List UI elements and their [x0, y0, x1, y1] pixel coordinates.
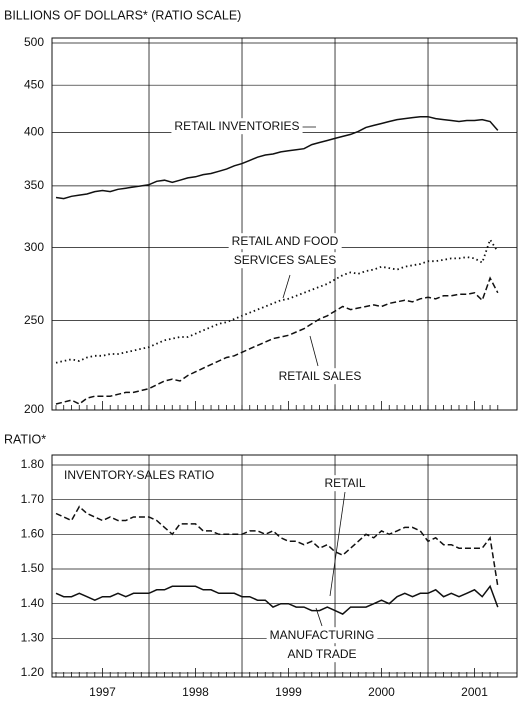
x-tick-label: 2000	[368, 685, 395, 699]
annotation-bg	[275, 368, 365, 385]
y-tick-label: 350	[24, 178, 44, 192]
leader-line	[282, 274, 291, 299]
y-tick-label: 1.40	[21, 596, 45, 610]
leader-line	[329, 491, 346, 597]
annotation: RETAIL INVENTORIES	[174, 119, 299, 133]
x-tick-label: 1997	[89, 685, 116, 699]
leader-line	[309, 335, 319, 367]
annotation: MANUFACTURING	[270, 628, 375, 642]
series-line	[55, 276, 499, 405]
x-tick-label: 1999	[275, 685, 302, 699]
annotation: RETAIL	[324, 476, 365, 490]
annotation-bg	[284, 646, 360, 663]
annotation: RETAIL SALES	[279, 369, 362, 383]
y-tick-label: 1.20	[21, 665, 45, 679]
y-axis-label: RATIO*	[4, 432, 46, 446]
annotation-bg	[266, 627, 378, 644]
series-line	[55, 237, 499, 364]
x-tick-label: 1998	[182, 685, 209, 699]
annotation-bg	[230, 252, 340, 269]
plot-frame	[51, 37, 518, 411]
plot-frame	[51, 454, 518, 678]
y-tick-label: 450	[24, 77, 44, 91]
y-tick-label: 250	[24, 313, 44, 327]
y-tick-label: 1.70	[21, 492, 45, 506]
series-line	[55, 115, 499, 200]
y-tick-label: 500	[24, 35, 44, 49]
y-tick-label: 1.50	[21, 561, 45, 575]
annotation: RETAIL AND FOOD	[232, 234, 339, 248]
y-tick-label: 1.80	[21, 457, 45, 471]
y-axis-label: BILLIONS OF DOLLARS* (RATIO SCALE)	[4, 8, 241, 22]
annotation-bg	[321, 475, 369, 492]
x-tick-label: 2001	[461, 685, 488, 699]
series-line	[55, 584, 499, 615]
y-tick-label: 1.60	[21, 527, 45, 541]
y-tick-label: 300	[24, 240, 44, 254]
annotation-bg	[228, 233, 342, 250]
leader-line	[315, 607, 323, 627]
y-tick-label: 200	[24, 402, 44, 416]
annotation-bg	[171, 118, 303, 135]
annotation: AND TRADE	[287, 647, 356, 661]
series-line	[55, 505, 499, 587]
y-tick-label: 1.30	[21, 631, 45, 645]
panel-title: INVENTORY-SALES RATIO	[64, 468, 214, 482]
y-tick-label: 400	[24, 125, 44, 139]
annotation: SERVICES SALES	[234, 253, 337, 267]
